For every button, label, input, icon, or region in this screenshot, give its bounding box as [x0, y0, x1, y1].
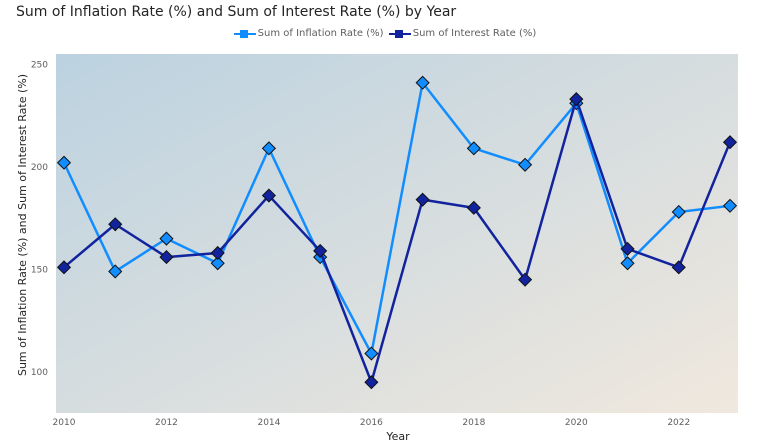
legend-label-inflation: Sum of Inflation Rate (%)	[257, 28, 384, 39]
series-0-point	[518, 157, 533, 172]
y-tick-label: 200	[31, 163, 48, 173]
x-tick-label: 2010	[53, 418, 76, 428]
x-tick-label: 2014	[257, 418, 280, 428]
series-0-point	[261, 141, 276, 156]
series-1-point	[415, 192, 430, 207]
legend-item-inflation[interactable]: Sum of Inflation Rate (%)	[233, 28, 384, 39]
x-tick-label: 2016	[360, 418, 383, 428]
series-line-1	[63, 97, 732, 384]
series-0-point	[159, 231, 174, 246]
series-line-0	[62, 81, 731, 355]
plot-area-background	[56, 54, 738, 413]
y-tick-label: 150	[31, 265, 48, 275]
series-1-point	[313, 243, 328, 259]
y-tick-label: 250	[31, 60, 48, 70]
series-1-point	[210, 245, 225, 261]
y-axis: 100 150 200 250	[31, 60, 48, 378]
y-tick-label: 100	[31, 368, 48, 378]
series-1-point	[671, 260, 686, 275]
series-layer	[56, 75, 738, 390]
series-0-point	[722, 198, 738, 213]
series-0-point	[56, 155, 72, 170]
x-tick-label: 2020	[565, 418, 588, 428]
legend-label-interest: Sum of Interest Rate (%)	[412, 28, 537, 39]
series-1-point	[108, 217, 123, 232]
x-axis-title: Year	[385, 430, 410, 443]
legend-swatch-interest	[388, 29, 411, 39]
series-1-point	[159, 250, 174, 265]
chart-title: Sum of Inflation Rate (%) and Sum of Int…	[16, 4, 457, 20]
series-0-point	[364, 346, 379, 361]
series-1-point	[364, 375, 379, 390]
series-0-point	[466, 141, 481, 156]
x-tick-label: 2022	[667, 418, 690, 428]
x-tick-label: 2018	[462, 418, 485, 428]
series-0-point	[671, 204, 686, 220]
series-1-point	[569, 92, 584, 107]
series-1-point	[466, 200, 481, 215]
series-1-point	[518, 272, 533, 287]
series-1-point	[722, 135, 738, 150]
legend-item-interest[interactable]: Sum of Interest Rate (%)	[388, 28, 537, 39]
series-1-point	[620, 241, 635, 256]
series-0-point	[415, 75, 430, 90]
series-1-point	[261, 188, 276, 203]
series-0-point	[108, 264, 123, 279]
y-axis-title: Sum of Inflation Rate (%) and Sum of Int…	[16, 74, 29, 376]
x-axis: 2010 2012 2014 2016 2018 2020 2022	[53, 418, 691, 428]
x-tick-label: 2012	[155, 418, 178, 428]
series-0-point	[210, 256, 225, 271]
legend-swatch-inflation	[233, 29, 256, 39]
series-0-point	[620, 256, 635, 271]
chart-legend: Sum of Inflation Rate (%) Sum of Interes…	[0, 28, 770, 40]
series-1-point	[56, 260, 72, 275]
